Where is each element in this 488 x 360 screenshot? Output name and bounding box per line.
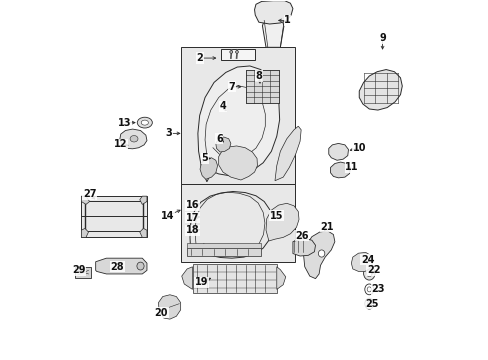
Text: 28: 28 <box>110 262 124 272</box>
Text: 6: 6 <box>216 134 223 144</box>
Polygon shape <box>221 49 255 60</box>
Text: 23: 23 <box>370 284 384 294</box>
Text: 26: 26 <box>295 231 308 240</box>
Text: 13: 13 <box>118 118 131 128</box>
Polygon shape <box>192 264 276 293</box>
Polygon shape <box>292 238 315 256</box>
Text: 14: 14 <box>161 211 174 221</box>
Polygon shape <box>96 258 147 274</box>
Text: 4: 4 <box>219 102 226 112</box>
Text: 15: 15 <box>269 211 283 221</box>
Text: 9: 9 <box>378 33 385 43</box>
Polygon shape <box>265 203 298 241</box>
Polygon shape <box>276 267 285 289</box>
Text: 18: 18 <box>185 225 199 235</box>
Text: 3: 3 <box>165 129 172 138</box>
Ellipse shape <box>137 117 152 128</box>
Text: 29: 29 <box>72 265 85 275</box>
Polygon shape <box>218 146 257 180</box>
Ellipse shape <box>366 287 371 292</box>
Ellipse shape <box>229 51 232 53</box>
Polygon shape <box>328 143 348 160</box>
Text: 11: 11 <box>345 162 358 172</box>
Text: 20: 20 <box>154 308 168 318</box>
Polygon shape <box>274 126 301 181</box>
Polygon shape <box>180 184 294 262</box>
Ellipse shape <box>235 51 238 53</box>
Ellipse shape <box>366 301 371 306</box>
Text: 8: 8 <box>255 71 262 81</box>
Polygon shape <box>200 158 217 179</box>
Polygon shape <box>182 267 192 289</box>
Polygon shape <box>359 69 402 110</box>
Text: 16: 16 <box>185 200 199 210</box>
Ellipse shape <box>363 266 374 280</box>
Text: 1: 1 <box>284 15 290 26</box>
Polygon shape <box>187 248 260 256</box>
Polygon shape <box>190 192 271 258</box>
Polygon shape <box>198 66 279 182</box>
Text: 21: 21 <box>320 222 333 231</box>
Ellipse shape <box>130 135 138 142</box>
Polygon shape <box>75 267 91 278</box>
Polygon shape <box>187 243 260 248</box>
Ellipse shape <box>137 262 144 270</box>
Polygon shape <box>81 196 89 204</box>
Ellipse shape <box>364 284 373 295</box>
Polygon shape <box>81 228 88 237</box>
Text: 19: 19 <box>194 277 208 287</box>
Ellipse shape <box>366 270 371 276</box>
Text: 10: 10 <box>352 143 365 153</box>
Polygon shape <box>140 196 147 204</box>
Ellipse shape <box>141 120 148 125</box>
Polygon shape <box>246 69 278 103</box>
Polygon shape <box>180 47 294 184</box>
Ellipse shape <box>364 298 373 309</box>
Text: 7: 7 <box>228 82 235 92</box>
Text: 22: 22 <box>366 265 380 275</box>
Polygon shape <box>140 228 147 237</box>
Text: 25: 25 <box>365 299 378 309</box>
Text: 17: 17 <box>185 213 199 222</box>
Polygon shape <box>215 137 230 152</box>
Polygon shape <box>120 129 147 149</box>
Text: 27: 27 <box>82 189 96 199</box>
Polygon shape <box>330 162 349 178</box>
Text: 12: 12 <box>114 139 127 149</box>
Text: 24: 24 <box>360 255 373 265</box>
Polygon shape <box>158 295 180 319</box>
Polygon shape <box>262 12 284 47</box>
Polygon shape <box>303 231 334 279</box>
Text: 2: 2 <box>196 53 203 63</box>
Polygon shape <box>351 252 372 271</box>
Ellipse shape <box>318 250 324 257</box>
Polygon shape <box>81 196 147 237</box>
Polygon shape <box>254 1 292 24</box>
Text: 5: 5 <box>201 153 208 163</box>
